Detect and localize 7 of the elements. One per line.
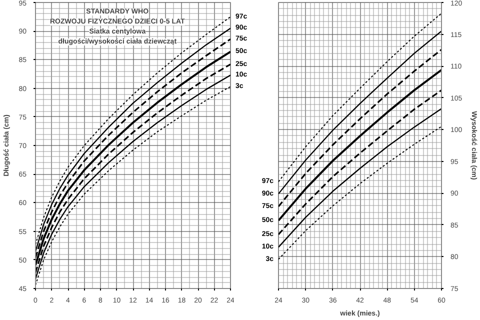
line-series — [278, 68, 442, 222]
line-series — [278, 89, 442, 236]
line-series — [278, 30, 442, 194]
line-series — [278, 48, 442, 208]
line-series — [278, 12, 442, 182]
line-series — [278, 126, 442, 260]
line-series — [278, 108, 442, 248]
